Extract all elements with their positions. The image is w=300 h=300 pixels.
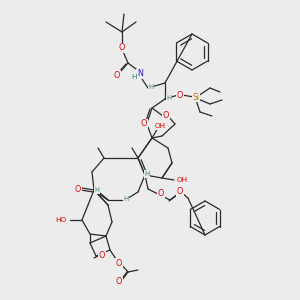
- Text: H: H: [144, 171, 150, 177]
- Text: H: H: [123, 196, 129, 202]
- Text: H: H: [94, 187, 99, 193]
- Text: O: O: [114, 70, 120, 80]
- Text: H: H: [167, 95, 172, 101]
- Text: O: O: [158, 190, 164, 199]
- Text: O: O: [75, 184, 81, 194]
- Text: O: O: [119, 44, 125, 52]
- Text: OH: OH: [154, 123, 166, 129]
- Text: O: O: [116, 259, 122, 268]
- Text: H: H: [148, 84, 154, 90]
- Text: N: N: [137, 70, 143, 79]
- Text: O: O: [116, 278, 122, 286]
- Text: O: O: [177, 91, 183, 100]
- Text: O: O: [163, 112, 169, 121]
- Text: OH: OH: [177, 177, 188, 183]
- Text: Si: Si: [193, 92, 200, 101]
- Text: O: O: [99, 251, 105, 260]
- Text: HO: HO: [55, 217, 66, 223]
- Text: O: O: [141, 119, 147, 128]
- Text: O: O: [177, 188, 183, 196]
- Text: H: H: [131, 74, 137, 80]
